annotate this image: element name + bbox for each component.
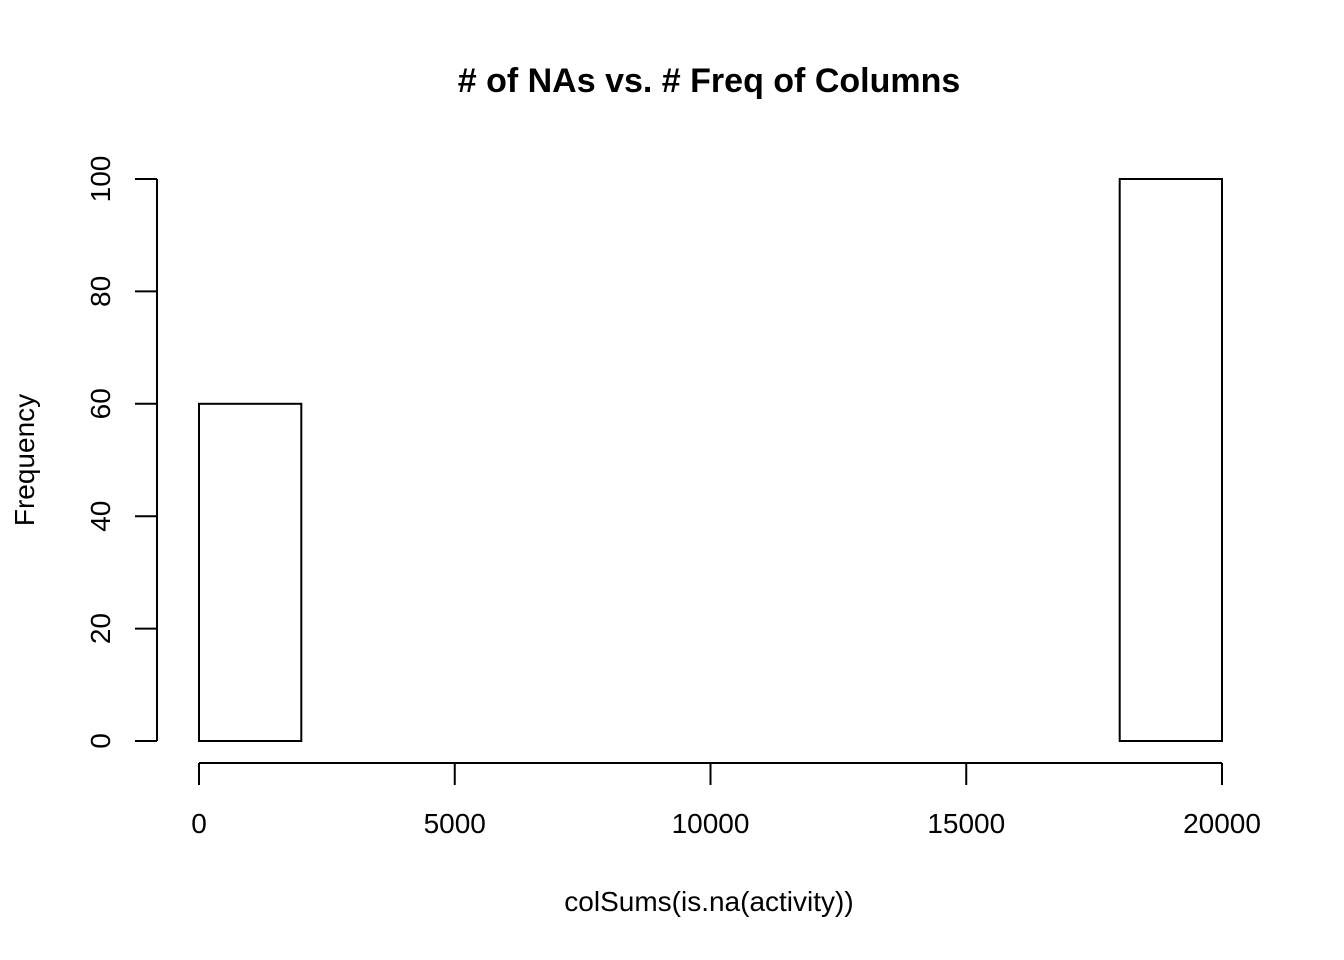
y-axis: 0 20 40 60 80 100 <box>85 156 158 749</box>
y-tick-label: 20 <box>85 613 116 644</box>
x-tick-label: 5000 <box>424 808 486 839</box>
chart-title: # of NAs vs. # Freq of Columns <box>458 62 961 100</box>
y-tick-label: 60 <box>85 388 116 419</box>
histogram-bar-10 <box>1118 178 1223 742</box>
x-axis-label: colSums(is.na(activity)) <box>564 886 853 917</box>
x-tick-label: 20000 <box>1183 808 1261 839</box>
y-tick-label: 40 <box>85 501 116 532</box>
x-axis: 0 5000 10000 15000 20000 <box>191 762 1261 839</box>
y-axis-label: Frequency <box>9 394 40 526</box>
y-tick-label: 100 <box>85 156 116 203</box>
x-tick-label: 15000 <box>927 808 1005 839</box>
x-tick-label: 10000 <box>672 808 750 839</box>
histogram-bar-1 <box>198 402 303 742</box>
x-tick-label: 0 <box>191 808 207 839</box>
bars-group <box>198 178 1223 742</box>
y-tick-label: 0 <box>85 733 116 749</box>
y-tick-label: 80 <box>85 276 116 307</box>
